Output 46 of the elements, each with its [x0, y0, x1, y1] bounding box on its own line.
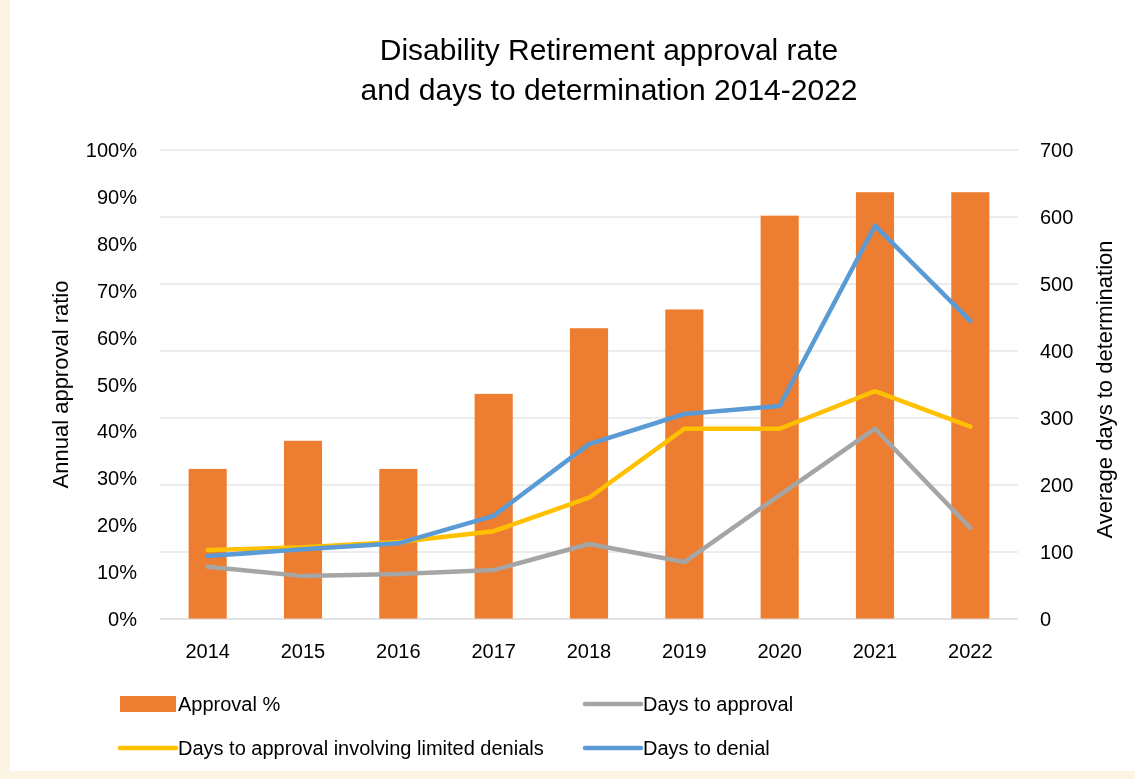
legend-label: Days to denial: [643, 737, 770, 759]
line-series: [205, 426, 973, 579]
y2-tick-label: 400: [1040, 340, 1074, 362]
legend-label: Days to approval involving limited denials: [178, 737, 544, 759]
y-tick-label: 60%: [96, 326, 138, 349]
y2-tick-label: 500: [1040, 273, 1074, 295]
x-tick-label: 2021: [852, 640, 898, 662]
x-tick-label: 2015: [280, 640, 326, 662]
bar: [665, 309, 704, 619]
y2-axis-title: Average days to determination: [1092, 240, 1117, 539]
y2-tick-label: 300: [1040, 407, 1074, 429]
bar: [379, 468, 418, 619]
bar: [855, 192, 895, 619]
y-tick-label: 70%: [96, 279, 138, 302]
line-series: [205, 223, 973, 559]
y2-tick-label: 100: [1040, 541, 1074, 563]
bar: [283, 440, 323, 619]
chart-title: Disability Retirement approval rate and days to determination 2014-2022: [360, 33, 858, 106]
bar: [188, 468, 227, 619]
y-axis-title: Annual approval ratio: [48, 280, 73, 489]
x-tick-label: 2019: [662, 640, 707, 662]
y2-tick-label: 700: [1040, 139, 1074, 161]
y2-tick-label: 600: [1040, 206, 1074, 228]
bar: [569, 328, 609, 619]
x-tick-label: 2020: [757, 640, 802, 662]
x-tick-label: 2016: [376, 640, 421, 662]
y-tick-label: 0%: [108, 608, 138, 630]
x-tick-label: 2018: [566, 640, 612, 662]
y-tick-label: 10%: [96, 561, 138, 584]
bar: [951, 192, 990, 619]
legend-label: Approval %: [178, 693, 281, 715]
y2-tick-label: 200: [1040, 474, 1074, 496]
y-tick-label: 50%: [96, 373, 138, 396]
x-tick-label: 2017: [471, 640, 516, 662]
legend-label: Days to approval: [643, 693, 794, 715]
y-tick-label: 80%: [96, 232, 138, 255]
y2-tick-label: 0: [1040, 608, 1052, 630]
y-tick-label: 40%: [96, 420, 138, 443]
y-tick-label: 20%: [96, 514, 138, 537]
x-tick-label: 2014: [185, 640, 230, 662]
bar: [760, 215, 799, 619]
y-tick-label: 100%: [85, 139, 138, 161]
y-tick-label: 90%: [96, 185, 138, 208]
x-tick-label: 2022: [948, 640, 993, 662]
bar: [474, 393, 513, 619]
y-tick-label: 30%: [96, 467, 138, 490]
